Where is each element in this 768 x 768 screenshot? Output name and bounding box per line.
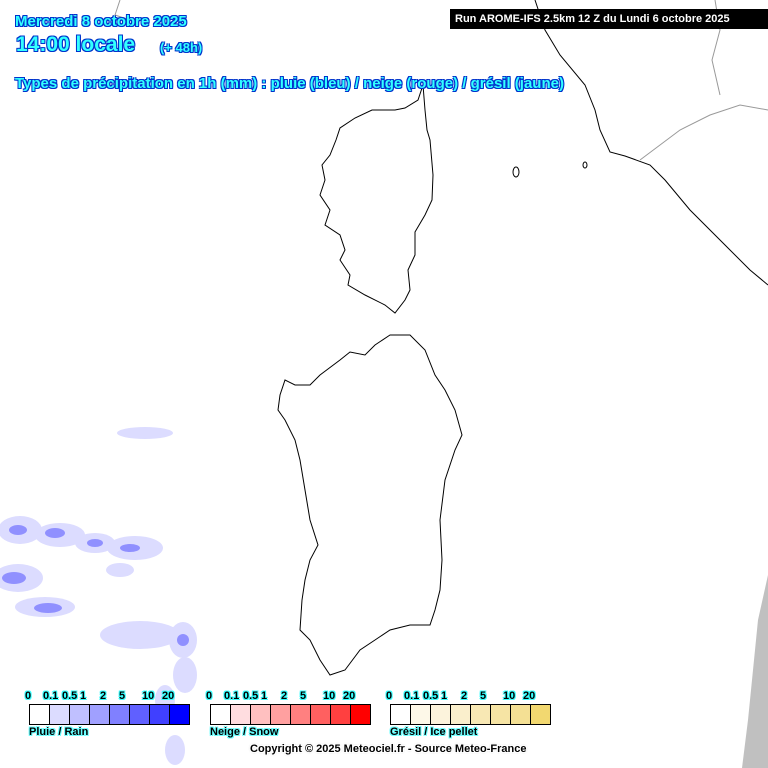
legend-swatch	[511, 705, 531, 724]
rain-cores	[2, 525, 189, 646]
legend-tick: 0	[25, 690, 32, 702]
legend-swatch	[531, 705, 550, 724]
legend-swatch	[311, 705, 331, 724]
legend-tick: 1	[441, 690, 448, 702]
legend-tick: 0	[206, 690, 213, 702]
legend-swatch	[291, 705, 311, 724]
forecast-time: 14:00 locale	[16, 33, 136, 56]
legend-scale-0	[29, 704, 190, 725]
legend-tick: 0.5	[243, 690, 259, 702]
legend-swatch	[451, 705, 471, 724]
legend-label: Grésil / Ice pellet	[390, 726, 478, 738]
legend-swatch	[351, 705, 370, 724]
legend-swatch	[231, 705, 251, 724]
legend-swatch	[90, 705, 110, 724]
run-info: Run AROME-IFS 2.5km 12 Z du Lundi 6 octo…	[450, 9, 768, 29]
coastlines	[277, 0, 768, 676]
legend-swatch	[130, 705, 150, 724]
legend-tick: 0	[386, 690, 393, 702]
legend-swatch	[251, 705, 271, 724]
legend-tick: 0.1	[224, 690, 240, 702]
legend-swatch	[50, 705, 70, 724]
legend-swatch	[110, 705, 130, 724]
legend-swatch	[471, 705, 491, 724]
legend-tick: 0.5	[423, 690, 439, 702]
legend-swatch	[150, 705, 170, 724]
italy-coastline	[534, 0, 768, 286]
legend-swatch	[211, 705, 231, 724]
legend-swatch	[331, 705, 351, 724]
legend-tick: 10	[142, 690, 155, 702]
forecast-date: Mercredi 8 octobre 2025	[15, 13, 187, 30]
legend-tick: 2	[100, 690, 107, 702]
legend-scale-1	[210, 704, 371, 725]
legend-label: Neige / Snow	[210, 726, 279, 738]
sardinia-outline	[277, 334, 463, 676]
legend-swatch	[431, 705, 451, 724]
legend-scale-2	[390, 704, 551, 725]
legend-tick: 5	[300, 690, 307, 702]
legend-swatch	[411, 705, 431, 724]
legend-tick: 2	[461, 690, 468, 702]
legend-tick: 1	[261, 690, 268, 702]
legend-tick: 20	[343, 690, 356, 702]
legend-swatch	[30, 705, 50, 724]
corsica-outline	[319, 84, 434, 314]
legend-tick: 20	[523, 690, 536, 702]
legend-tick: 10	[503, 690, 516, 702]
map-subtitle: Types de précipitation en 1h (mm) : plui…	[15, 75, 564, 92]
legend-swatch	[491, 705, 511, 724]
legend-swatch	[271, 705, 291, 724]
legend-tick: 0.1	[404, 690, 420, 702]
legend-tick: 1	[80, 690, 87, 702]
no-data-area	[742, 575, 768, 768]
legend-swatch	[70, 705, 90, 724]
legend-tick: 20	[162, 690, 175, 702]
legend-tick: 0.5	[62, 690, 78, 702]
legend-tick: 5	[480, 690, 487, 702]
legend-tick: 0.1	[43, 690, 59, 702]
legend-tick: 5	[119, 690, 126, 702]
copyright: Copyright © 2025 Meteociel.fr - Source M…	[250, 743, 527, 755]
forecast-offset: (+ 48h)	[160, 40, 203, 55]
legend-tick: 10	[323, 690, 336, 702]
legend-swatch	[391, 705, 411, 724]
legend-swatch	[170, 705, 189, 724]
legend-tick: 2	[281, 690, 288, 702]
legend-label: Pluie / Rain	[29, 726, 89, 738]
